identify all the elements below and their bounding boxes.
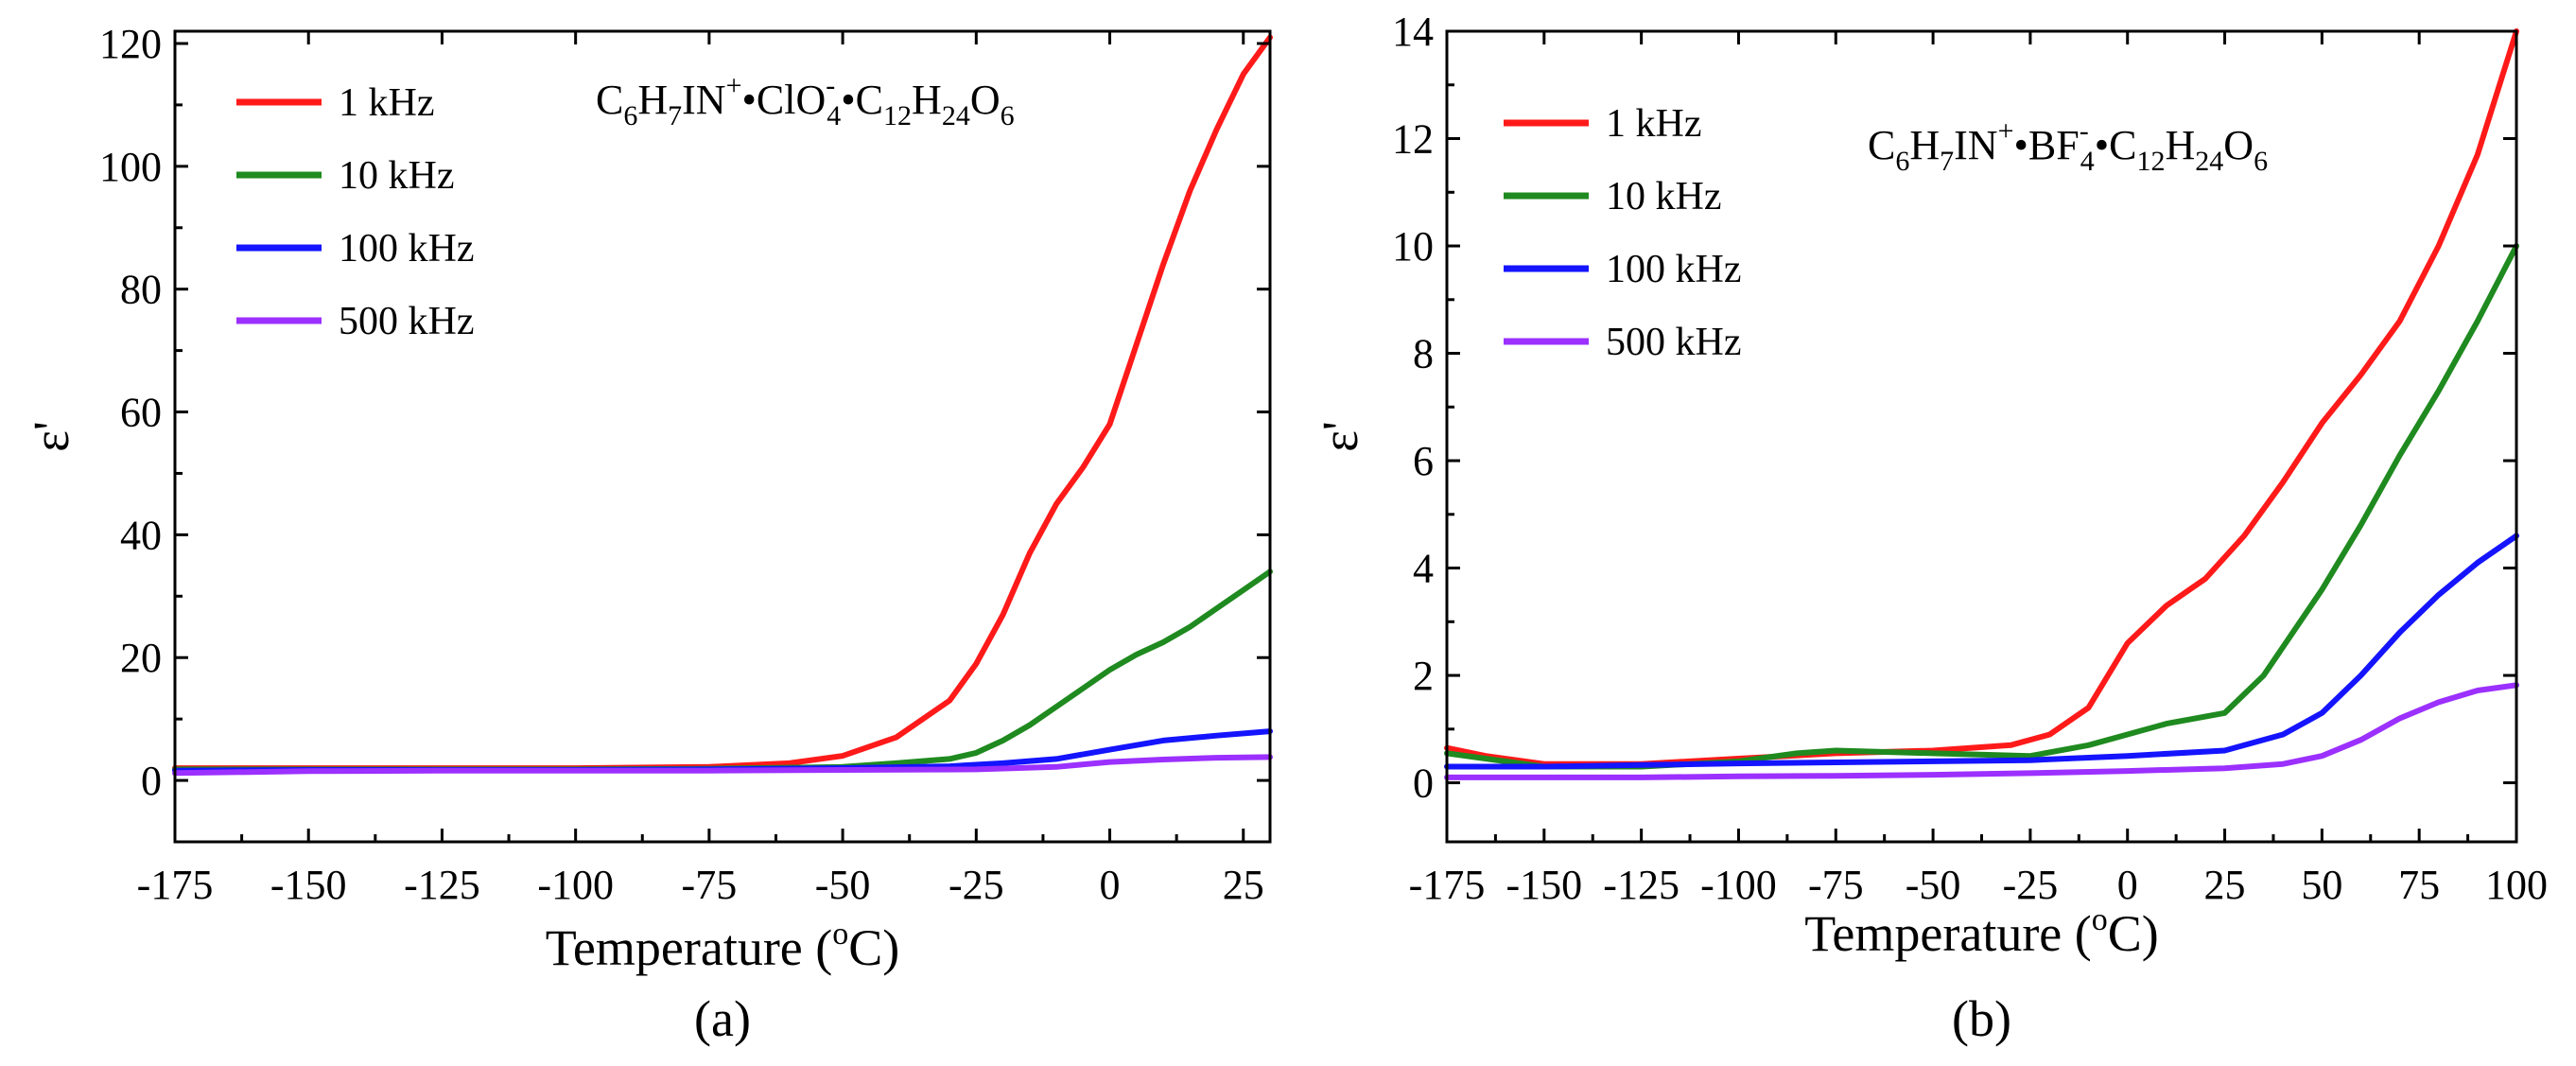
x-tick-label: -100	[537, 862, 614, 908]
x-tick-label: -75	[682, 862, 738, 908]
x-tick-label: -125	[404, 862, 480, 908]
compound-formula: C6H7IN+•ClO-4•C12H24O6	[596, 70, 1015, 131]
x-tick-label: -50	[1906, 862, 1961, 908]
x-tick-label: -100	[1700, 862, 1777, 908]
x-tick-label: -175	[1409, 862, 1486, 908]
compound-formula: C6H7IN+•BF-4•C12H24O6	[1868, 115, 2268, 177]
x-tick-label: 50	[2301, 862, 2342, 908]
y-tick-label: 120	[99, 21, 162, 67]
legend-label: 500 kHz	[339, 300, 474, 343]
x-tick-label: 0	[2117, 862, 2138, 908]
x-tick-label: 100	[2485, 862, 2548, 908]
x-tick-label: 25	[1223, 862, 1264, 908]
legend-label: 10 kHz	[1606, 175, 1721, 218]
y-tick-label: 6	[1413, 438, 1434, 484]
y-tick-label: 60	[120, 390, 162, 436]
y-tick-label: 10	[1392, 223, 1434, 270]
legend-label: 1 kHz	[1606, 102, 1701, 146]
y-tick-label: 40	[120, 512, 162, 558]
plot-frame	[173, 29, 1272, 844]
y-tick-label: 0	[1413, 760, 1434, 807]
series-line-500-khz	[172, 754, 1273, 777]
panel-caption: (b)	[1952, 990, 2011, 1047]
legend-label: 1 kHz	[339, 81, 434, 125]
x-tick-label: -25	[2003, 862, 2059, 908]
chart-panel-b: -175 -150 -125 -100 -75 -50 -25 0 25 50 75 100 0 2 4 6 8…	[1312, 9, 2548, 1047]
y-tick-label: 20	[120, 635, 162, 681]
y-tick-label: 14	[1392, 9, 1434, 55]
x-tick-label: -150	[270, 862, 347, 908]
y-tick-label: 80	[120, 267, 162, 313]
y-axis-title: ε'	[1312, 421, 1368, 451]
legend-label: 10 kHz	[339, 154, 454, 198]
x-axis-title: Temperature (oC)	[546, 917, 900, 976]
chart-panel-a: -175 -150 -125 -100 -75 -50 -25 0 25 0 20 40 60 80 100…	[23, 21, 1273, 1047]
x-tick-label: -125	[1603, 862, 1680, 908]
legend: 1 kHz 10 kHz 100 kHz 500 kHz	[1504, 102, 1741, 364]
panel-caption: (a)	[694, 990, 751, 1047]
x-tick-label: -75	[1808, 862, 1864, 908]
legend-label: 100 kHz	[339, 227, 474, 271]
y-tick-label: 4	[1413, 546, 1434, 592]
x-tick-label: 75	[2398, 862, 2440, 908]
series-line-100-khz	[1444, 533, 2519, 770]
legend-label: 100 kHz	[1606, 248, 1741, 291]
legend-label: 500 kHz	[1606, 321, 1741, 364]
y-tick-label: 2	[1413, 653, 1434, 699]
y-tick-label: 12	[1392, 116, 1434, 163]
x-tick-label: -150	[1506, 862, 1582, 908]
x-tick-label: -175	[137, 862, 214, 908]
x-tick-label: 25	[2204, 862, 2246, 908]
x-tick-label: 0	[1100, 862, 1121, 908]
series-line-10-khz	[172, 568, 1273, 773]
series-line-1-khz	[172, 34, 1273, 772]
series-line-500-khz	[1444, 682, 2519, 780]
y-axis-title: ε'	[23, 421, 79, 451]
legend: 1 kHz 10 kHz 100 kHz 500 kHz	[236, 81, 474, 343]
y-tick-label: 0	[141, 758, 162, 804]
x-tick-label: -50	[815, 862, 871, 908]
x-axis-title: Temperature (oC)	[1804, 902, 2159, 962]
y-tick-label: 8	[1413, 331, 1434, 377]
y-tick-label: 100	[99, 144, 162, 190]
x-tick-label: -25	[949, 862, 1004, 908]
